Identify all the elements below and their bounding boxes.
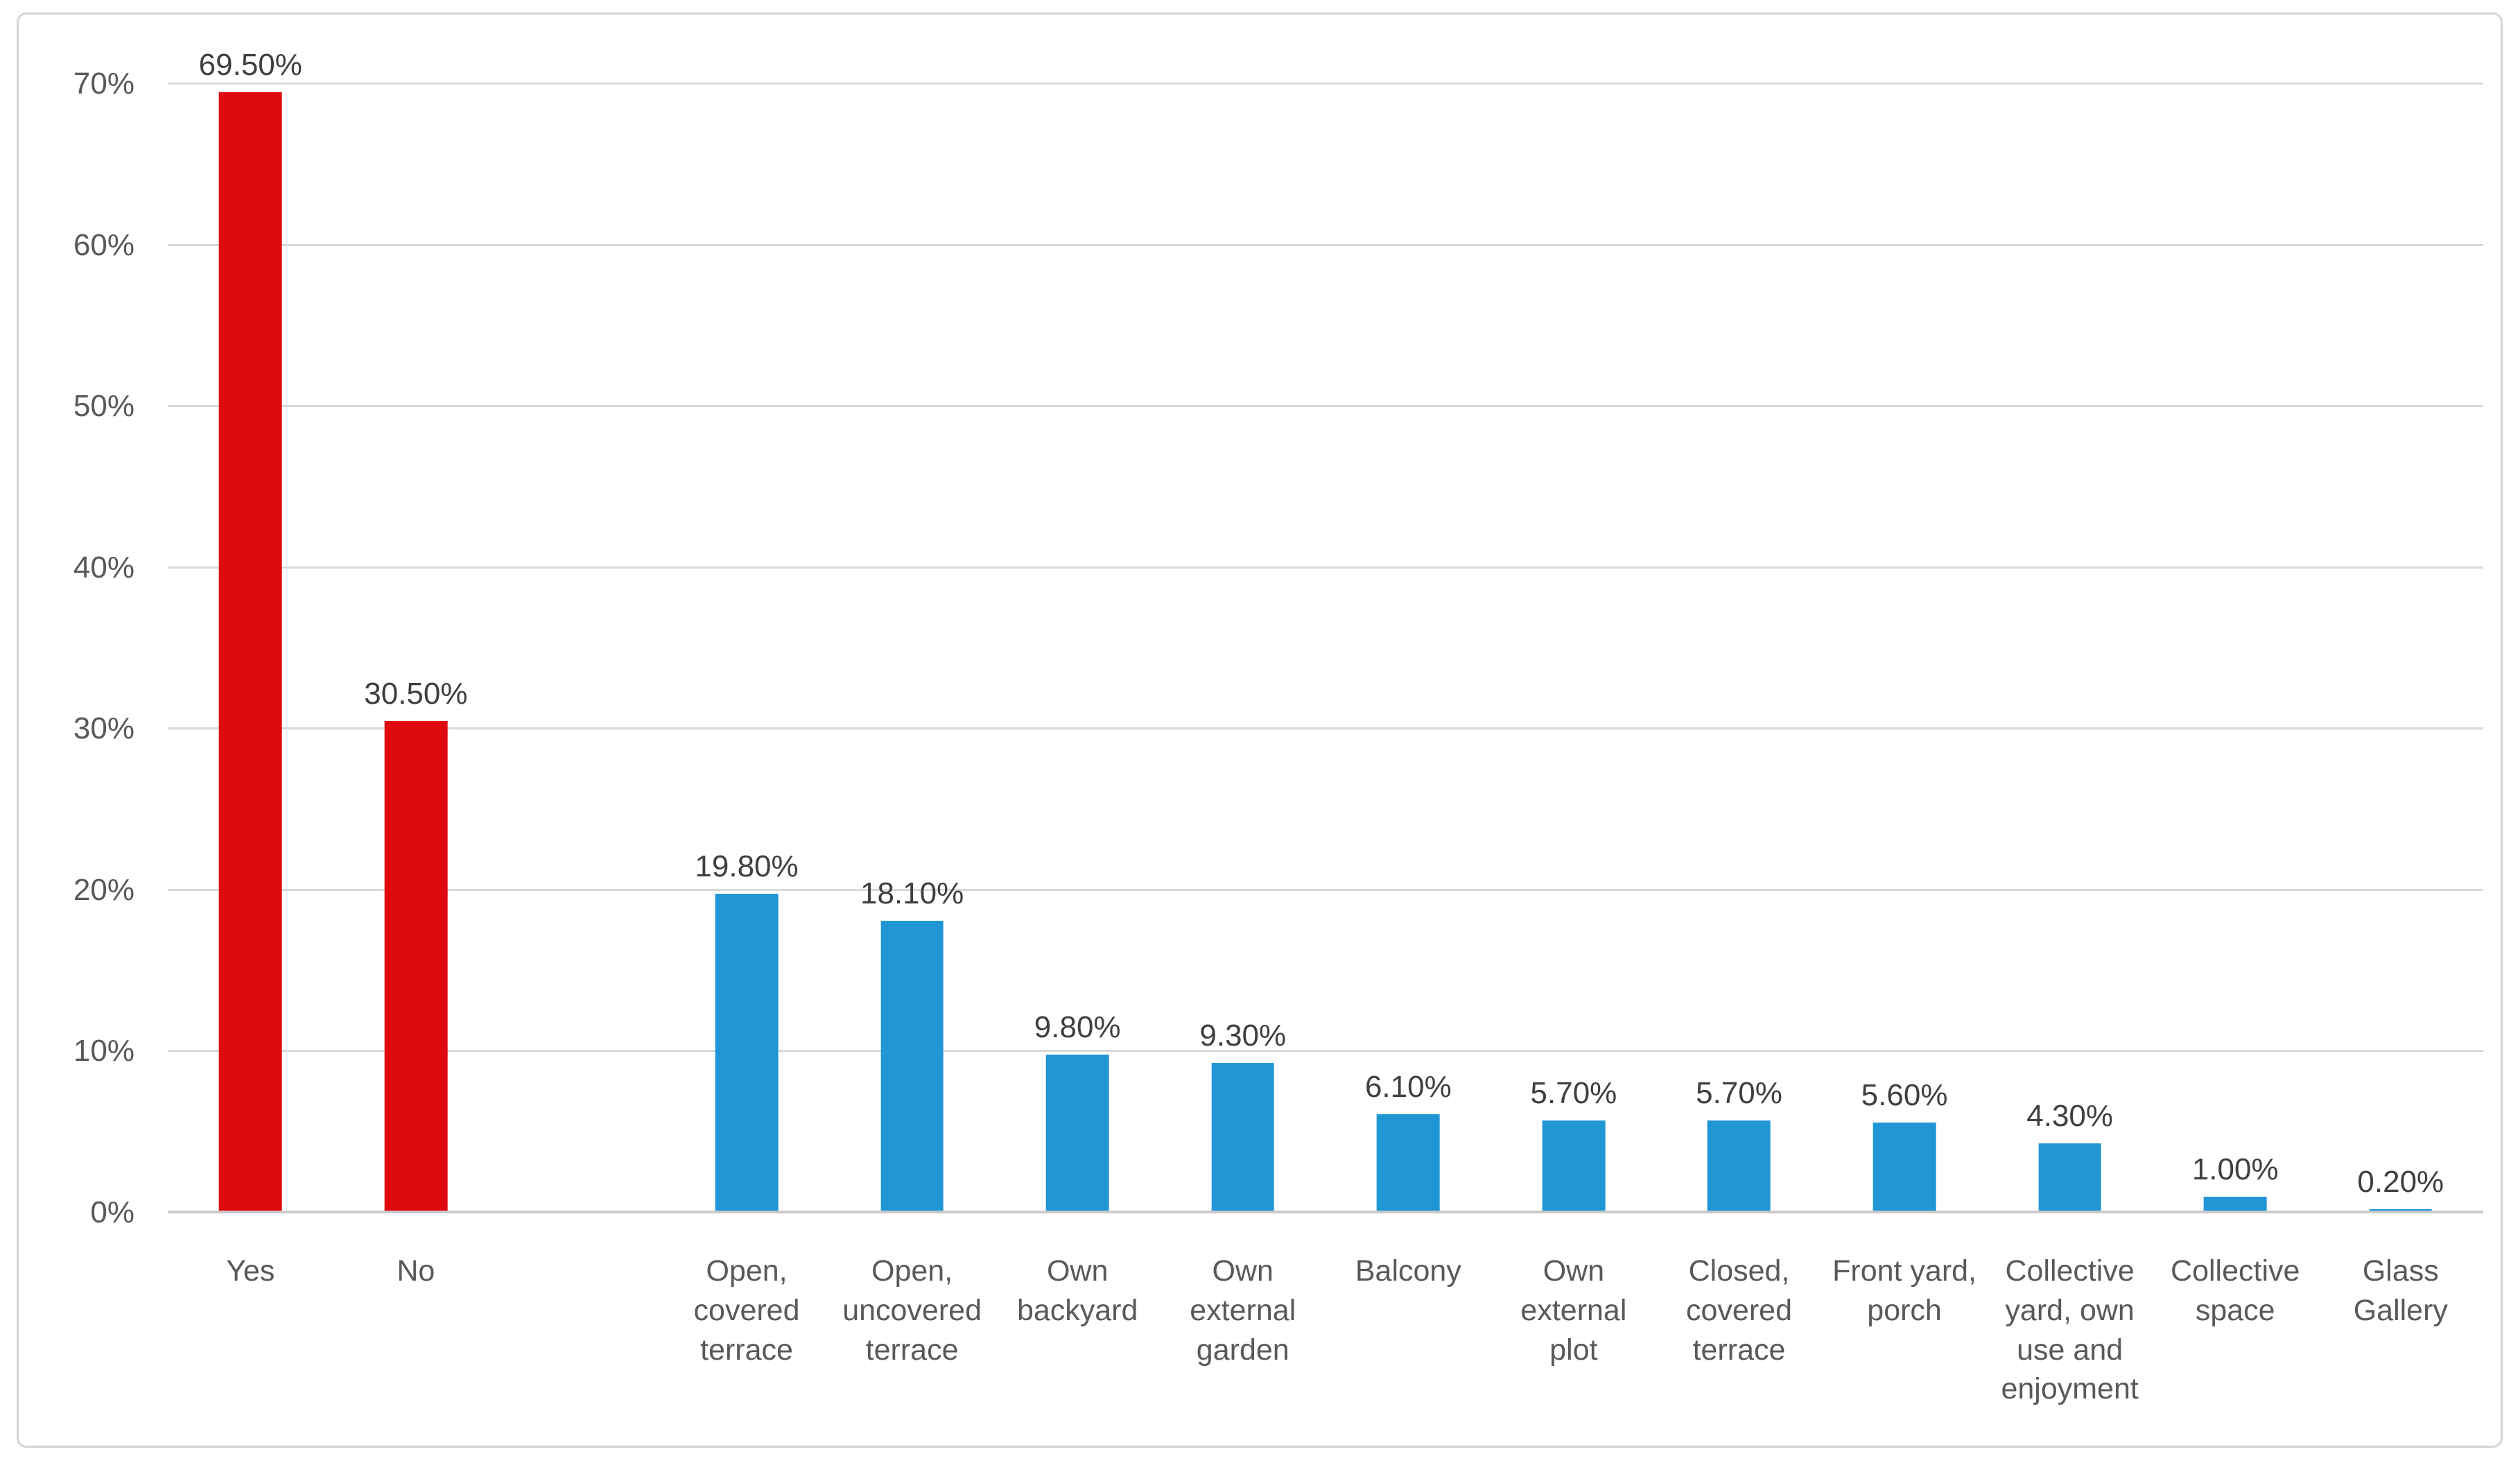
- bar-value-label: 1.00%: [2191, 1152, 2279, 1186]
- category-slot: 9.30% Own external garden: [1160, 84, 1326, 1367]
- category-slot: 4.30% Collective yard, own use and enjoym…: [1987, 84, 2153, 1405]
- x-axis-label: Glass Gallery: [2353, 1254, 2448, 1327]
- bar-value-label: 0.20%: [2357, 1165, 2444, 1200]
- bar-value-label: 5.70%: [1530, 1076, 1617, 1111]
- y-axis-tick-label: 50%: [73, 389, 134, 424]
- x-axis-label: Yes: [226, 1254, 275, 1288]
- category-slot: 5.70% Closed, covered terrace: [1656, 84, 1822, 1366]
- bar: [1211, 1062, 1275, 1213]
- gridline: [168, 566, 2483, 569]
- x-axis-label: Front yard, porch: [1832, 1254, 1977, 1327]
- gridline: [168, 405, 2483, 408]
- x-axis-label: Own backyard: [1016, 1254, 1138, 1327]
- x-axis-label: Open, uncovered terrace: [842, 1254, 982, 1367]
- gridline: [168, 888, 2483, 891]
- category-slot: 30.50% No: [333, 84, 499, 1288]
- bar: [2038, 1143, 2101, 1213]
- bar-value-label: 4.30%: [2026, 1099, 2114, 1133]
- category-slot: 1.00% Collective space: [2153, 84, 2318, 1327]
- bar: [1872, 1122, 1936, 1213]
- category-slot: 18.10% Open, uncovered terrace: [829, 84, 995, 1366]
- bar: [715, 893, 779, 1213]
- bar-value-label: 5.70%: [1696, 1076, 1782, 1111]
- bar-value-label: 9.80%: [1034, 1010, 1121, 1045]
- x-axis-label: Open, covered terrace: [693, 1254, 800, 1367]
- y-axis-tick-label: 60%: [73, 227, 134, 262]
- category-slot: 19.80% Open, covered terrace: [664, 84, 830, 1367]
- x-axis-label: Collective yard, own use and enjoyment: [2001, 1254, 2139, 1406]
- x-axis-label: No: [397, 1254, 435, 1288]
- y-axis-tick-label: 10%: [73, 1034, 134, 1068]
- bar: [1045, 1055, 1109, 1213]
- x-axis-label: Own external plot: [1520, 1254, 1627, 1367]
- bar: [880, 921, 944, 1213]
- bar-value-label: 30.50%: [364, 676, 468, 711]
- plot-area: 0% 10% 20% 30% 40% 50% 60% 70% 69.50% Yes 30.50% N…: [73, 48, 2484, 1406]
- gridline: [168, 83, 2483, 85]
- y-axis-tick-label: 70%: [73, 67, 134, 101]
- x-axis-line: [168, 1211, 2483, 1213]
- bars-row: 69.50% Yes 30.50% No 19.80% Open, covered ter…: [168, 48, 2484, 1406]
- category-slot: 5.70% Own external plot: [1491, 84, 1657, 1366]
- x-axis-label: Closed, covered terrace: [1686, 1254, 1792, 1367]
- bar-value-label: 5.60%: [1861, 1077, 1948, 1112]
- bar: [1377, 1114, 1440, 1213]
- gridline: [168, 1050, 2483, 1053]
- bar: [1542, 1120, 1606, 1213]
- y-axis-tick-label: 20%: [73, 872, 134, 907]
- category-slot: 6.10% Balcony: [1326, 84, 1491, 1288]
- bar-value-label: 18.10%: [860, 876, 964, 911]
- y-axis-tick-label: 40%: [73, 550, 134, 585]
- x-axis-label: Balcony: [1355, 1254, 1461, 1288]
- bar-value-label: 19.80%: [695, 849, 799, 883]
- category-slot: 0.20% Glass Gallery: [2318, 84, 2484, 1326]
- category-slot: 9.80% Own backyard: [995, 84, 1161, 1327]
- bar-value-label: 69.50%: [198, 47, 302, 82]
- bar-value-label: 9.30%: [1199, 1018, 1287, 1053]
- bar: [1707, 1120, 1771, 1213]
- empty-slot: [498, 84, 664, 1213]
- x-axis-label: Own external garden: [1190, 1254, 1296, 1367]
- category-slot: 5.60% Front yard, porch: [1822, 84, 1988, 1327]
- category-slot: 69.50% Yes: [168, 48, 333, 1288]
- bar: [2203, 1196, 2267, 1213]
- y-axis-tick-label: 30%: [73, 711, 134, 746]
- bar-value-label: 6.10%: [1364, 1070, 1452, 1105]
- x-axis-label: Collective space: [2171, 1254, 2300, 1327]
- gridline: [168, 243, 2483, 246]
- chart-frame: 0% 10% 20% 30% 40% 50% 60% 70% 69.50% Yes 30.50% N…: [17, 12, 2503, 1448]
- gridline: [168, 727, 2483, 730]
- bar: [384, 720, 448, 1213]
- y-axis-tick-label: 0%: [90, 1195, 134, 1229]
- bar: [218, 92, 282, 1213]
